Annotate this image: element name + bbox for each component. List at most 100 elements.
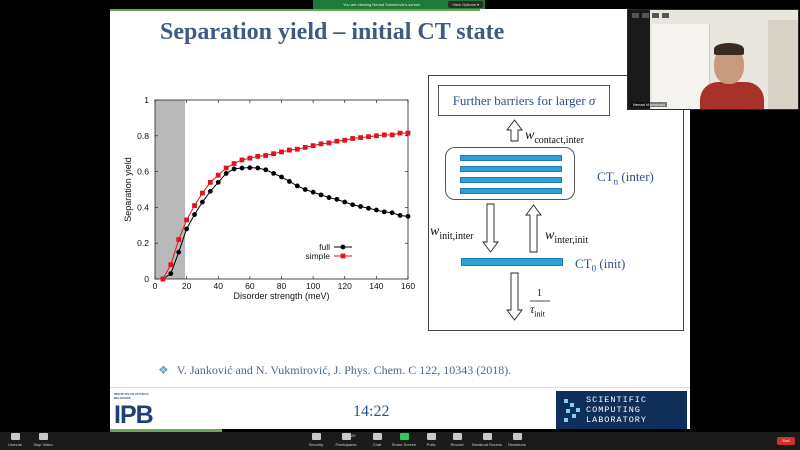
point-simple <box>207 179 213 185</box>
point-full <box>223 170 229 176</box>
arrow-down-decay <box>506 272 523 321</box>
point-full <box>397 213 403 218</box>
point-full <box>200 199 205 205</box>
security-icon <box>311 433 321 440</box>
point-full <box>405 213 411 219</box>
toolbar-security-button[interactable]: Security <box>299 433 333 447</box>
diagram-arrows <box>482 119 550 321</box>
inter-level-3 <box>460 177 562 183</box>
ct0-label: CT0 (init) <box>575 256 626 274</box>
x-tick-label: 100 <box>306 281 320 291</box>
y-tick-label: 0.2 <box>137 238 149 248</box>
point-full <box>279 174 284 180</box>
point-simple <box>397 130 403 136</box>
series-simple <box>160 130 411 282</box>
toolbar-label: Stop Video <box>33 442 53 447</box>
point-simple <box>247 155 253 161</box>
reactions-icon <box>512 433 522 440</box>
point-full <box>334 196 340 202</box>
x-tick-label: 40 <box>214 281 224 291</box>
legend-marker-full <box>340 244 346 250</box>
point-full <box>373 207 379 213</box>
ct-n-label: CTn (inter) <box>597 169 654 187</box>
point-full <box>184 226 190 232</box>
breakout-rooms-icon <box>482 433 492 440</box>
point-full <box>381 209 387 215</box>
toolbar-unmute-button[interactable]: Unmute <box>0 433 32 447</box>
y-tick-label: 0.4 <box>137 202 149 212</box>
point-simple <box>279 149 284 155</box>
toolbar-label: Participants <box>335 442 357 447</box>
point-simple <box>310 143 316 149</box>
record-icon <box>452 433 462 440</box>
arrow-down-inter-to-init <box>482 203 499 253</box>
share-banner-message: You are viewing Nenad Vukmirović's scree… <box>343 2 421 7</box>
point-full <box>271 170 276 176</box>
video-tile-controls[interactable] <box>632 13 669 18</box>
toolbar-polls-button[interactable]: Polls <box>414 433 448 447</box>
participants-count: 29 <box>351 433 356 438</box>
slide-bottom-rule <box>110 429 222 432</box>
y-axis-label: Separation yield <box>123 157 133 222</box>
participant-video-tile[interactable]: Nenad Vukmirović <box>627 9 799 110</box>
participants-icon <box>341 433 351 440</box>
legend-label-simple: simple <box>305 251 330 261</box>
point-simple <box>334 138 340 144</box>
toolbar-breakout-rooms-button[interactable]: Breakout Rooms <box>470 433 504 447</box>
toolbar-participants-button[interactable]: Participants 29 <box>329 433 363 447</box>
stop-video-icon <box>38 433 48 440</box>
slide-title: Separation yield – initial CT state <box>160 19 505 45</box>
point-simple <box>184 217 190 223</box>
point-full <box>192 212 197 217</box>
diamond-bullet-icon: ❖ <box>158 363 169 377</box>
view-options-button[interactable]: View Options ▾ <box>448 1 483 8</box>
sigma-symbol: σ <box>588 92 596 108</box>
point-simple <box>373 133 379 139</box>
w-init-inter-label: winit,inter <box>430 224 474 242</box>
point-simple <box>255 153 261 159</box>
series-full <box>160 165 411 282</box>
x-axis-label: Disorder strength (meV) <box>233 291 329 301</box>
y-tick-label: 0.6 <box>137 167 149 177</box>
chat-icon <box>372 433 382 440</box>
inter-level-1 <box>460 155 562 161</box>
toolbar-stop-video-button[interactable]: Stop Video <box>26 433 60 447</box>
point-full <box>302 187 308 192</box>
citation: ❖ V. Janković and N. Vukmirović, J. Phys.… <box>158 363 511 378</box>
slide-time: 14:22 <box>353 403 390 420</box>
point-full <box>310 189 316 195</box>
point-simple <box>350 136 356 141</box>
toolbar-share-screen-button[interactable]: Share Screen <box>387 433 421 447</box>
x-tick-label: 20 <box>182 281 192 291</box>
point-full <box>342 199 348 205</box>
point-full <box>239 165 245 171</box>
toolbar-reactions-button[interactable]: Reactions <box>500 433 534 447</box>
point-simple <box>168 262 174 268</box>
toolbar-chat-button[interactable]: Chat <box>360 433 394 447</box>
toolbar-label: Unmute <box>7 442 22 447</box>
series-line-full <box>162 167 409 280</box>
slide-top-rule <box>110 9 480 11</box>
point-full <box>207 188 213 194</box>
toolbar-label: Chat <box>372 442 382 447</box>
toolbar-label: Polls <box>426 442 436 447</box>
point-full <box>318 192 324 198</box>
point-full <box>255 165 261 171</box>
legend-marker-simple <box>340 253 346 259</box>
end-meeting-button[interactable]: End <box>777 437 795 445</box>
point-full <box>350 202 356 208</box>
meeting-toolbar: Unmute Stop Video Security Participants 29 Ch… <box>0 432 800 450</box>
point-simple <box>271 151 276 157</box>
point-full <box>247 165 253 171</box>
screen-share-banner: You are viewing Nenad Vukmirović's scree… <box>313 0 485 9</box>
toolbar-record-button[interactable]: Record <box>440 433 474 447</box>
point-simple <box>160 276 166 282</box>
point-simple <box>287 147 292 153</box>
point-full <box>358 204 363 209</box>
point-simple <box>294 146 300 152</box>
y-tick-label: 1 <box>144 95 149 105</box>
point-simple <box>200 190 205 196</box>
point-simple <box>231 161 237 166</box>
x-tick-label: 160 <box>401 281 415 291</box>
